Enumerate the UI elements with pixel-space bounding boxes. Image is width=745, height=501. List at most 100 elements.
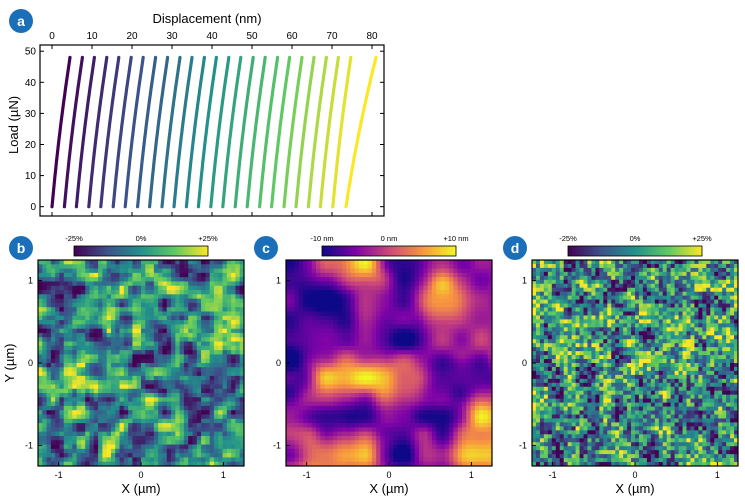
heatmap-b-cell bbox=[162, 337, 168, 342]
heatmap-c-cell bbox=[328, 371, 334, 377]
heatmap-c-cell bbox=[307, 367, 313, 372]
heatmap-b-cell bbox=[171, 345, 176, 351]
heatmap-c-cell bbox=[453, 302, 459, 308]
heatmap-c-cell bbox=[286, 418, 291, 424]
heatmap-c-cell bbox=[406, 260, 411, 265]
heatmap-b-cell bbox=[128, 354, 133, 360]
heatmap-c-cell bbox=[311, 405, 317, 411]
heatmap-c-cell bbox=[384, 268, 390, 274]
heatmap-c-cell bbox=[286, 341, 291, 347]
heatmap-c-cell bbox=[436, 345, 441, 351]
heatmap-c-cell bbox=[320, 405, 326, 411]
heatmap-b-cell bbox=[153, 393, 159, 398]
heatmap-c-cell bbox=[316, 311, 321, 317]
heatmap-c-cell bbox=[324, 341, 330, 347]
heatmap-c-cell bbox=[453, 461, 459, 467]
heatmap-b-cell bbox=[158, 298, 163, 304]
heatmap-c-cell bbox=[453, 272, 459, 278]
heatmap-c-cell bbox=[354, 332, 360, 338]
heatmap-b-cell bbox=[231, 380, 236, 385]
heatmap-b-cell bbox=[132, 448, 138, 454]
heatmap-b-cell bbox=[106, 294, 112, 300]
heatmap-b-cell bbox=[226, 307, 232, 312]
heatmap-c-cell bbox=[466, 405, 471, 411]
heatmap-c-cell bbox=[419, 307, 424, 312]
heatmap-c-cell bbox=[444, 393, 450, 398]
heatmap-d-cell bbox=[603, 275, 608, 281]
heatmap-b-cell bbox=[171, 435, 176, 441]
heatmap-b-cell bbox=[188, 431, 193, 437]
heatmap-c-cell bbox=[466, 268, 471, 274]
heatmap-b-cell bbox=[153, 294, 159, 300]
heatmap-d-cell bbox=[583, 271, 588, 277]
heatmap-b-cell bbox=[59, 418, 65, 424]
heatmap-b-cell bbox=[98, 444, 103, 450]
heatmap-c-cell bbox=[376, 311, 381, 317]
heatmap-d-cell bbox=[615, 267, 620, 273]
heatmap-c-cell bbox=[479, 453, 484, 458]
heatmap-b-cell bbox=[93, 461, 99, 467]
heatmap-c-cell bbox=[333, 440, 338, 445]
heatmap-b-cell bbox=[162, 345, 168, 351]
heatmap-b-cell bbox=[110, 367, 116, 372]
heatmap-c-cell bbox=[354, 285, 360, 291]
heatmap-c-cell bbox=[466, 453, 471, 458]
heatmap-c-cell bbox=[474, 272, 480, 278]
heatmap-c-cell bbox=[423, 345, 429, 351]
heatmap-c-cell bbox=[333, 431, 338, 437]
heatmap-b-cell bbox=[222, 453, 228, 458]
heatmap-b-cell bbox=[201, 448, 206, 454]
heatmap-b-cell bbox=[93, 384, 99, 390]
axis-ticks-b: -1 0 110-1 bbox=[25, 276, 226, 480]
heatmap-c-cell bbox=[346, 427, 351, 433]
heatmap-b-cell bbox=[50, 431, 56, 437]
heatmap-c-cell bbox=[303, 431, 308, 437]
heatmap-b-cell bbox=[192, 418, 198, 424]
heatmap-b-cell bbox=[115, 363, 120, 368]
heatmap-c-cell bbox=[436, 281, 441, 287]
heatmap-b-cell bbox=[218, 285, 223, 291]
heatmap-b-cell bbox=[98, 268, 103, 274]
heatmap-c-cell bbox=[290, 277, 295, 282]
heatmap-c-cell bbox=[436, 307, 441, 312]
heatmap-c-cell bbox=[337, 302, 343, 308]
heatmap-b-cell bbox=[141, 375, 146, 381]
heatmap-b-cell bbox=[59, 260, 65, 265]
heatmap-b-cell bbox=[55, 418, 60, 424]
heatmap-c-cell bbox=[483, 453, 489, 458]
heatmap-c-cell bbox=[341, 388, 347, 394]
heatmap-b-cell bbox=[59, 294, 65, 300]
heatmap-d-cell bbox=[662, 275, 668, 281]
heatmap-b-cell bbox=[192, 371, 198, 377]
heatmap-c-cell bbox=[470, 315, 476, 321]
heatmap-b-cell bbox=[63, 337, 69, 342]
heatmap-b-cell bbox=[50, 341, 56, 347]
heatmap-b-cell bbox=[231, 414, 236, 420]
heatmap-c-cell bbox=[294, 311, 300, 317]
y-tick-label-a-5: 50 bbox=[25, 47, 37, 58]
heatmap-b-cell bbox=[226, 375, 232, 381]
heatmap-b-cell bbox=[235, 290, 241, 295]
heatmap-b-cell bbox=[132, 461, 138, 467]
heatmap-b-cell bbox=[123, 388, 129, 394]
heatmap-b-cell bbox=[218, 320, 223, 325]
heatmap-b-cell bbox=[136, 410, 142, 415]
heatmap-c-cell bbox=[449, 290, 454, 295]
heatmap-c-cell bbox=[380, 397, 386, 403]
heatmap-b-cell bbox=[85, 405, 90, 411]
heatmap-c-cell bbox=[474, 410, 480, 415]
heatmap-d-cell bbox=[694, 263, 699, 269]
heatmap-b-cell bbox=[209, 294, 215, 300]
heatmap-c-cell bbox=[431, 358, 437, 364]
heatmap-c-cell bbox=[298, 272, 304, 278]
heatmap-c-cell bbox=[431, 350, 437, 355]
heatmap-c-cell bbox=[333, 277, 338, 282]
heatmap-b-cell bbox=[110, 401, 116, 407]
panel-a: a Displacement (nm) Load (µN) 0 10 20 30 40 5… bbox=[6, 9, 385, 217]
heatmap-c-cell bbox=[401, 281, 407, 287]
heatmap-b-cell bbox=[76, 440, 82, 445]
heatmap-c-cell bbox=[363, 431, 368, 437]
heatmap-c-cell bbox=[363, 268, 368, 274]
heatmap-d-cell bbox=[666, 260, 672, 265]
heatmap-b-cell bbox=[55, 397, 60, 403]
